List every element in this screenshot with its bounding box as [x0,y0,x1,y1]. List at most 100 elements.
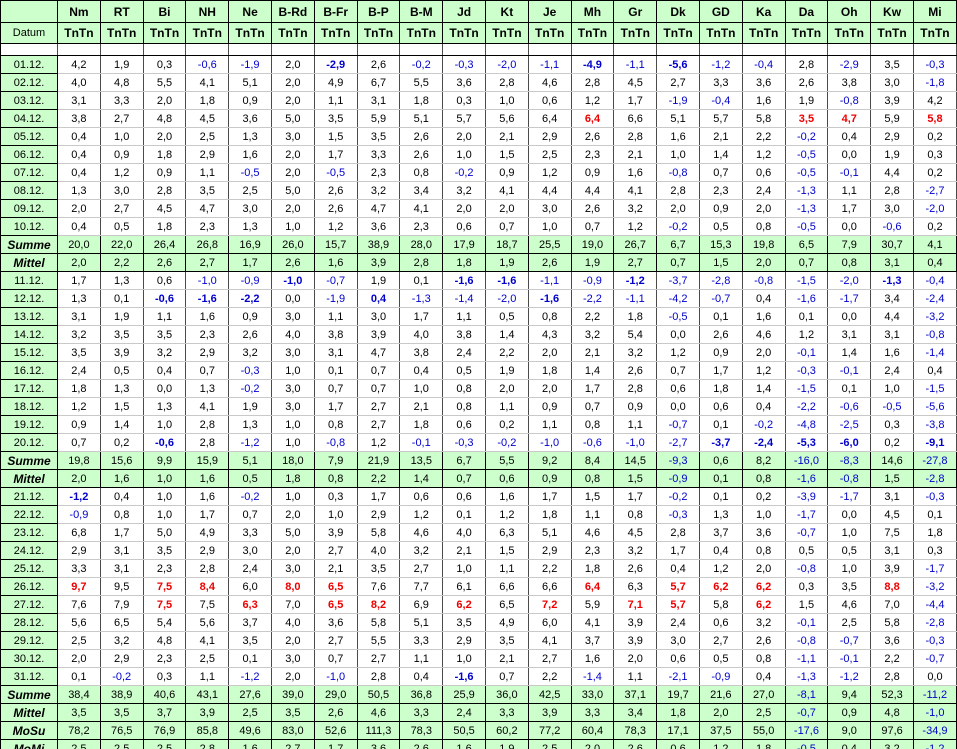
value-cell[interactable]: 19,0 [571,235,615,254]
value-cell[interactable]: 3,0 [271,559,315,578]
value-cell[interactable]: -1,1 [613,289,658,308]
value-cell[interactable]: 1,3 [100,271,144,290]
value-cell[interactable]: -5,6 [656,55,700,74]
blank-cell[interactable] [827,43,872,56]
value-cell[interactable]: 5,6 [57,613,101,632]
value-cell[interactable]: 0,6 [656,379,700,398]
value-cell[interactable]: -3,8 [913,415,957,434]
value-cell[interactable]: 2,9 [185,343,230,362]
value-cell[interactable]: 0,4 [913,253,957,272]
value-cell[interactable]: 50,5 [357,685,401,704]
value-cell[interactable]: 4,0 [271,613,315,632]
value-cell[interactable]: 0,9 [571,163,615,182]
value-cell[interactable]: 9,4 [827,685,872,704]
value-cell[interactable]: -0,5 [785,163,829,182]
value-cell[interactable]: 2,3 [571,541,615,560]
date-cell[interactable]: 21.12. [0,487,58,506]
date-cell[interactable]: 12.12. [0,289,58,308]
value-cell[interactable]: 0,5 [442,361,486,380]
value-cell[interactable]: 1,7 [100,523,144,542]
value-cell[interactable]: 0,9 [143,163,187,182]
column-header-dk[interactable]: Dk [656,0,700,23]
value-cell[interactable]: 4,1 [399,199,444,218]
blank-cell[interactable] [100,43,144,56]
value-cell[interactable]: 4,1 [185,73,230,92]
value-cell[interactable]: 2,0 [613,649,658,668]
value-cell[interactable]: 3,1 [100,541,144,560]
value-cell[interactable]: -1,2 [913,739,957,749]
value-cell[interactable]: -2,7 [656,433,700,452]
value-cell[interactable]: 1,2 [785,325,829,344]
value-cell[interactable]: -1,2 [699,55,743,74]
value-cell[interactable]: 6,4 [528,109,572,128]
value-cell[interactable]: 6,5 [485,595,529,614]
value-cell[interactable]: -1,3 [870,271,914,290]
value-cell[interactable]: -3,7 [699,433,743,452]
value-cell[interactable]: 1,1 [185,667,230,686]
value-cell[interactable]: 26,8 [185,235,230,254]
value-cell[interactable]: 0,7 [785,253,829,272]
value-cell[interactable]: -0,3 [913,55,957,74]
unit-header-cell[interactable]: TnTn [57,22,101,44]
value-cell[interactable]: 0,7 [314,649,358,668]
value-cell[interactable]: -0,3 [442,433,486,452]
value-cell[interactable]: 3,5 [442,613,486,632]
value-cell[interactable]: -2,5 [827,415,872,434]
value-cell[interactable]: 3,5 [57,703,101,722]
blank-cell[interactable] [742,43,786,56]
column-header-je[interactable]: Je [528,0,572,23]
value-cell[interactable]: 5,4 [613,325,658,344]
value-cell[interactable]: 2,0 [442,199,486,218]
value-cell[interactable]: 3,0 [656,631,700,650]
value-cell[interactable]: 2,2 [528,559,572,578]
value-cell[interactable]: -0,2 [399,55,444,74]
value-cell[interactable]: 0,9 [100,145,144,164]
value-cell[interactable]: 3,5 [357,559,401,578]
value-cell[interactable]: -2,0 [827,271,872,290]
value-cell[interactable]: 1,6 [656,127,700,146]
value-cell[interactable]: 1,7 [656,541,700,560]
value-cell[interactable]: 19,7 [656,685,700,704]
value-cell[interactable]: 0,7 [228,505,272,524]
value-cell[interactable]: 6,2 [442,595,486,614]
value-cell[interactable]: 0,1 [228,649,272,668]
value-cell[interactable]: 1,9 [485,253,529,272]
value-cell[interactable]: 1,7 [571,379,615,398]
value-cell[interactable]: -0,6 [143,433,187,452]
value-cell[interactable]: 2,6 [571,199,615,218]
value-cell[interactable]: 0,9 [228,91,272,110]
value-cell[interactable]: 1,0 [271,217,315,236]
value-cell[interactable]: 1,0 [442,145,486,164]
value-cell[interactable]: 7,7 [399,577,444,596]
value-cell[interactable]: 4,1 [185,631,230,650]
value-cell[interactable]: 6,6 [613,109,658,128]
summary-label[interactable]: MoSu [0,721,58,740]
value-cell[interactable]: -0,6 [827,397,872,416]
value-cell[interactable]: -0,5 [228,163,272,182]
value-cell[interactable]: -0,2 [656,487,700,506]
blank-cell[interactable] [613,43,658,56]
value-cell[interactable]: 0,4 [742,667,786,686]
value-cell[interactable]: -5,3 [785,433,829,452]
value-cell[interactable]: 9,2 [528,451,572,470]
value-cell[interactable]: 2,7 [271,739,315,749]
value-cell[interactable]: 0,0 [827,145,872,164]
value-cell[interactable]: 42,5 [528,685,572,704]
blank-cell[interactable] [399,43,444,56]
value-cell[interactable]: 0,9 [827,703,872,722]
value-cell[interactable]: 0,7 [571,397,615,416]
value-cell[interactable]: 1,6 [228,739,272,749]
value-cell[interactable]: 2,5 [100,739,144,749]
value-cell[interactable]: -1,2 [827,667,872,686]
value-cell[interactable]: 1,8 [399,91,444,110]
value-cell[interactable]: 4,7 [357,199,401,218]
value-cell[interactable]: 3,6 [742,73,786,92]
value-cell[interactable]: 2,7 [613,253,658,272]
value-cell[interactable]: 1,8 [742,739,786,749]
value-cell[interactable]: 3,7 [143,703,187,722]
value-cell[interactable]: 2,8 [785,55,829,74]
value-cell[interactable]: -1,6 [185,289,230,308]
value-cell[interactable]: 15,7 [314,235,358,254]
value-cell[interactable]: 1,3 [57,181,101,200]
value-cell[interactable]: 26,4 [143,235,187,254]
